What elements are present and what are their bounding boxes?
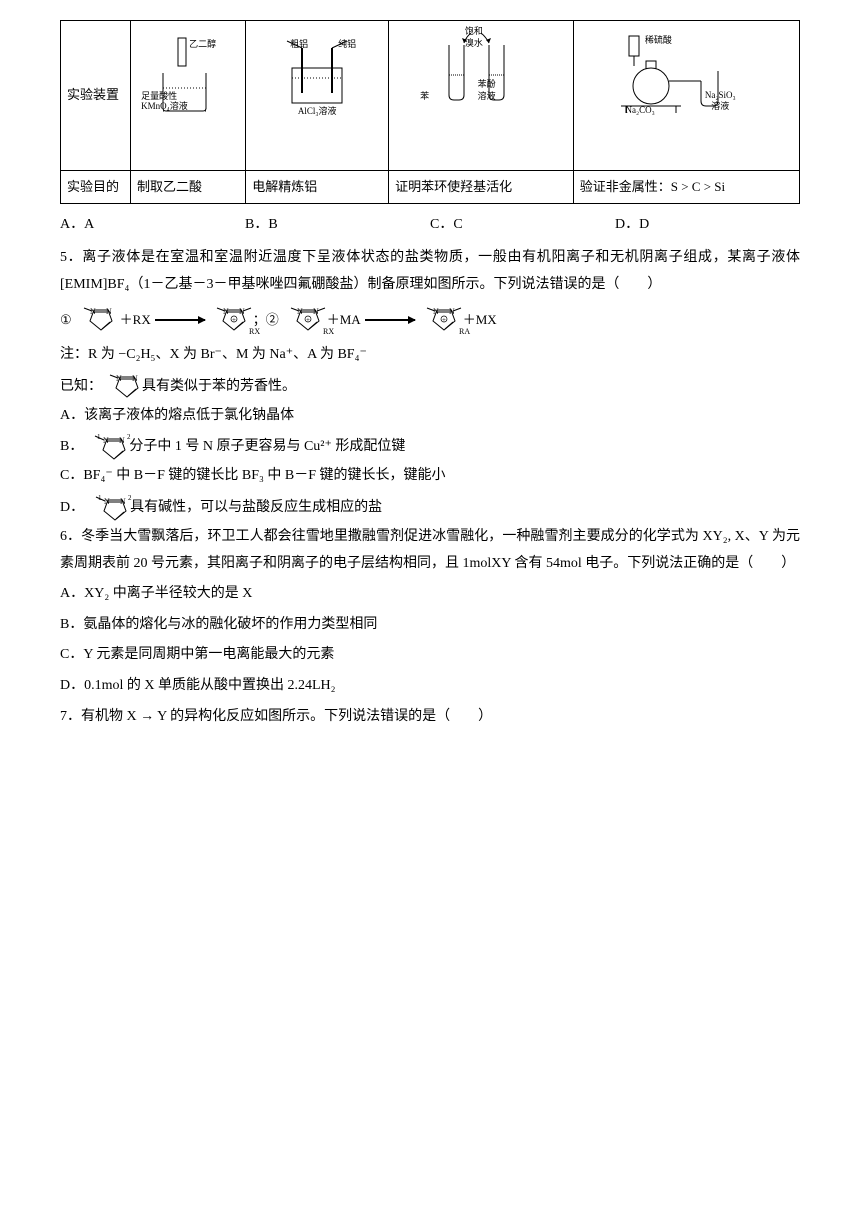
q5-reaction-scheme: ① NN ＋RX NN + RX ；② NN <box>60 306 800 334</box>
optB-suffix: 分子中 1 号 N 原子更容易与 Cu²⁺ 形成配位键 <box>129 434 405 461</box>
q6-intro: 6．冬季当大雪飘落后，环卫工人都会往雪地里撒融雪剂促进冰雪融化，一种融雪剂主要成… <box>60 524 800 577</box>
q5-note: 注：R 为 −C₂H₅、X 为 Br⁻、M 为 Na⁺、A 为 BF₄⁻ <box>60 342 800 369</box>
q5-intro: 5．离子液体是在室温和室温附近温度下呈液体状态的盐类物质，一般由有机阳离子和无机… <box>60 245 800 298</box>
imidazolium-structure-2: NN + RX <box>283 306 323 334</box>
q5-optD: D． NN 12 具有碱性，可以与盐酸反应生成相应的盐 <box>60 494 800 522</box>
q5-optA: A．该离子液体的熔点低于氯化钠晶体 <box>60 403 800 430</box>
plus-rx: ＋RX <box>120 308 151 333</box>
purpose-d: 验证非金属性：S > C > Si <box>573 170 799 204</box>
q4-options: A．A B．B C．C D．D <box>60 212 800 239</box>
svg-text:2: 2 <box>128 494 132 502</box>
purpose-a: 制取乙二酸 <box>131 170 246 204</box>
imidazole-known: NN <box>102 373 142 401</box>
q5-optB: B． NN 12 分子中 1 号 N 原子更容易与 Cu²⁺ 形成配位键 <box>60 433 800 461</box>
apparatus-c: 饱和溴水 苯 苯酚溶液 <box>389 21 574 171</box>
known-prefix: 已知： <box>60 374 102 401</box>
apparatus-b: 粗铝 纯铝 AlCl₃溶液 <box>246 21 389 171</box>
q6-optA: A．XY₂ 中离子半径较大的是 X <box>60 581 800 608</box>
imidazole-numbered-b: NN 12 <box>89 433 129 461</box>
svg-text:RX: RX <box>323 327 334 336</box>
svg-text:RA: RA <box>459 327 470 336</box>
imidazolium-structure-3: NN + RA <box>419 306 459 334</box>
apparatus-a: 乙二醇 足量酸性 KMnO₄溶液 <box>131 21 246 171</box>
q5-known: 已知： NN 具有类似于苯的芳香性。 <box>60 373 800 401</box>
svg-text:+: + <box>306 316 310 324</box>
purpose-b: 电解精炼铝 <box>246 170 389 204</box>
q5-optC: C．BF₄⁻ 中 B－F 键的键长比 BF₃ 中 B－F 键的键长长，键能小 <box>60 463 800 490</box>
q6-optD: D．0.1mol 的 X 单质能从酸中置换出 2.24LH₂ <box>60 673 800 700</box>
opt-c: C．C <box>430 212 615 239</box>
svg-text:+: + <box>442 316 446 324</box>
purpose-c: 证明苯环使羟基活化 <box>389 170 574 204</box>
row-label-purpose: 实验目的 <box>61 170 131 204</box>
apparatus-d: 稀硫酸 Na₂CO₃ Na₂SiO₃溶液 <box>573 21 799 171</box>
opt-a: A．A <box>60 212 245 239</box>
svg-text:+: + <box>232 316 236 324</box>
imidazole-structure-1: NN <box>76 306 116 334</box>
svg-text:2: 2 <box>127 433 131 441</box>
imidazole-numbered-d: NN 12 <box>90 494 130 522</box>
row-label-apparatus: 实验装置 <box>61 21 131 171</box>
q6-optC: C．Y 元素是同周期中第一电离能最大的元素 <box>60 642 800 669</box>
optD-suffix: 具有碱性，可以与盐酸反应生成相应的盐 <box>130 495 382 522</box>
arrow-icon <box>365 319 415 321</box>
experiment-table: 实验装置 乙二醇 足量酸性 KMnO₄溶液 <box>60 20 800 204</box>
opt-b: B．B <box>245 212 430 239</box>
svg-text:RX: RX <box>249 327 260 336</box>
q6-optB: B．氨晶体的熔化与冰的融化破坏的作用力类型相同 <box>60 612 800 639</box>
optB-prefix: B． <box>60 434 83 461</box>
optD-prefix: D． <box>60 495 84 522</box>
arrow-icon <box>155 319 205 321</box>
known-suffix: 具有类似于苯的芳香性。 <box>142 374 296 401</box>
imidazolium-structure-1: NN + RX <box>209 306 249 334</box>
q7-intro: 7．有机物 X → Y 的异构化反应如图所示。下列说法错误的是（ ） <box>60 704 800 731</box>
opt-d: D．D <box>615 212 800 239</box>
circled-1: ① <box>60 308 72 333</box>
